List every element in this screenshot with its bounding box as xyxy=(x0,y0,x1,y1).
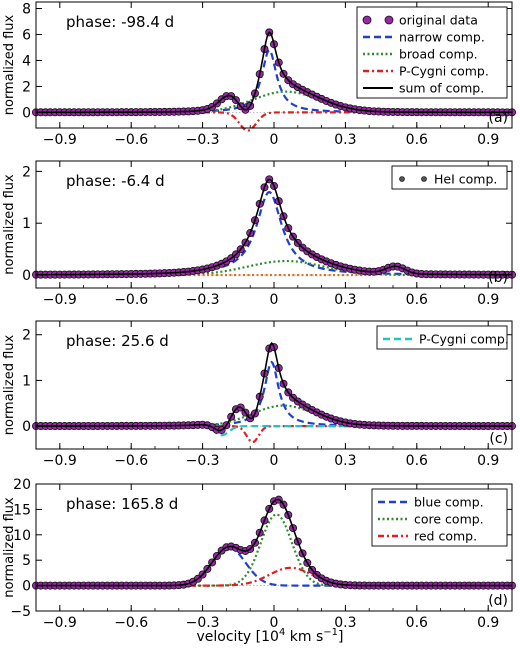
x-tick-label: 0.3 xyxy=(334,132,356,148)
x-tick-label: 0.3 xyxy=(334,453,356,469)
x-tick-label: 0.9 xyxy=(477,132,499,148)
x-tick-label: −0.9 xyxy=(43,615,77,631)
component-broad-comp xyxy=(36,259,512,277)
y-tick-label: 15 xyxy=(13,502,31,518)
component-narrow-comp xyxy=(36,360,512,428)
y-tick-label: 1 xyxy=(22,216,31,232)
y-tick-label: 2 xyxy=(22,79,31,95)
x-tick-label: −0.9 xyxy=(43,132,77,148)
x-tick-label: −0.3 xyxy=(186,132,220,148)
phase-label: phase: 25.6 d xyxy=(66,332,169,350)
legend-label: HeI comp. xyxy=(434,172,497,187)
sum-curve xyxy=(35,178,513,276)
y-tick-label: 0 xyxy=(22,268,31,284)
panel-label: (b) xyxy=(488,270,508,286)
x-tick-label: 0 xyxy=(270,132,279,148)
x-tick-label: −0.6 xyxy=(114,292,148,308)
legend-label: narrow comp. xyxy=(399,30,485,45)
y-tick-label: 5 xyxy=(22,553,31,569)
legend-marker xyxy=(384,15,394,25)
y-tick-label: 0 xyxy=(22,419,31,435)
sum-curve xyxy=(36,31,512,114)
x-tick-label: −0.6 xyxy=(114,615,148,631)
panel-label: (d) xyxy=(488,593,508,609)
legend-marker xyxy=(362,15,372,25)
y-axis-label: normalized flux xyxy=(2,14,17,115)
panel-label: (a) xyxy=(488,110,508,126)
legend-label: sum of comp. xyxy=(399,81,484,96)
legend-label: P-Cygni comp. xyxy=(399,64,489,79)
legend-box xyxy=(391,165,508,190)
y-tick-label: 0 xyxy=(22,105,31,121)
x-tick-label: 0.6 xyxy=(406,292,428,308)
x-tick-label: −0.3 xyxy=(186,292,220,308)
x-tick-label: −0.9 xyxy=(43,453,77,469)
legend-marker xyxy=(399,176,405,182)
y-tick-label: 20 xyxy=(13,477,31,493)
x-tick-label: 0.6 xyxy=(406,132,428,148)
legend-label: broad comp. xyxy=(399,47,478,62)
x-tick-label: 0.9 xyxy=(477,292,499,308)
legend-box xyxy=(356,6,508,99)
legend-box xyxy=(376,325,508,350)
panel-2: −0.9 −0.6 −0.3 0 0.3 0.6 0.9 0 1 2 normalized flux… xyxy=(2,160,516,308)
legend-label: P-Cygni comp. xyxy=(419,332,509,347)
sum-curve xyxy=(36,498,512,587)
phase-label: phase: -98.4 d xyxy=(66,13,174,31)
legend-label: blue comp. xyxy=(414,495,484,510)
y-tick-label: 1 xyxy=(22,373,31,389)
legend-marker xyxy=(421,176,427,182)
x-tick-label: −0.3 xyxy=(186,615,220,631)
x-axis-label: velocity [104 km s−1] xyxy=(197,627,344,645)
x-tick-label: 0 xyxy=(270,453,279,469)
x-tick-label: 0.9 xyxy=(477,615,499,631)
panel-label: (c) xyxy=(489,431,508,447)
x-tick-label: 0 xyxy=(270,292,279,308)
y-tick-label: 8 xyxy=(22,1,31,17)
component-blue-comp xyxy=(36,546,512,587)
x-tick-label: 0.3 xyxy=(334,615,356,631)
y-tick-label: 10 xyxy=(13,528,31,544)
y-tick-label: 4 xyxy=(22,53,31,69)
panel-1: −0.9 −0.6 −0.3 0 0.3 0.6 0.9 0 2 4 6 8 normalized fl… xyxy=(2,1,516,148)
panel-4: −0.9 −0.6 −0.3 0 0.3 0.6 0.9 −5 0 5 10 15 20 normaliz… xyxy=(2,477,516,645)
component-core-comp xyxy=(36,513,512,587)
x-tick-label: −0.3 xyxy=(186,453,220,469)
x-tick-label: 0.3 xyxy=(334,292,356,308)
legend-label: red comp. xyxy=(414,529,477,544)
y-axis-label: normalized flux xyxy=(2,174,17,275)
x-tick-label: −0.6 xyxy=(114,132,148,148)
phase-label: phase: 165.8 d xyxy=(66,495,178,513)
x-tick-label: −0.9 xyxy=(43,292,77,308)
phase-label: phase: -6.4 d xyxy=(66,172,165,190)
legend-label: original data xyxy=(399,13,478,28)
y-axis-label: normalized flux xyxy=(2,334,17,435)
x-tick-label: 0 xyxy=(270,615,279,631)
y-tick-label: −5 xyxy=(10,604,31,620)
legend-label: core comp. xyxy=(414,512,484,527)
sum-curve xyxy=(36,342,512,432)
panel-3: −0.9 −0.6 −0.3 0 0.3 0.6 0.9 0 1 2 normalized flux… xyxy=(2,320,516,469)
x-tick-label: 0.6 xyxy=(406,453,428,469)
x-tick-label: −0.6 xyxy=(114,453,148,469)
x-tick-label: 0.9 xyxy=(477,453,499,469)
y-tick-label: 2 xyxy=(22,328,31,344)
y-tick-label: 6 xyxy=(22,27,31,43)
y-axis-label: normalized flux xyxy=(2,497,17,598)
y-tick-label: 2 xyxy=(22,164,31,180)
x-tick-label: 0.6 xyxy=(406,615,428,631)
y-tick-label: 0 xyxy=(22,579,31,595)
